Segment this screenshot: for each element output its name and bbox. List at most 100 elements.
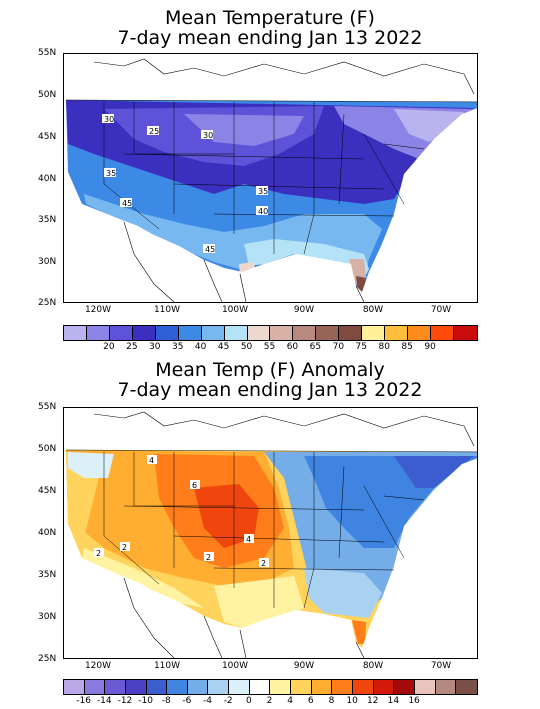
colorbar-swatch — [105, 680, 126, 694]
ocean-mask-south — [64, 108, 477, 302]
canada-mask — [64, 54, 477, 102]
colorbar-label: 45 — [217, 342, 230, 352]
colorbar-swatch — [167, 680, 188, 694]
panel1-lat-label: 25N — [38, 298, 57, 308]
colorbar-swatch — [435, 680, 457, 694]
panel2-lat-label: 45N — [38, 486, 57, 496]
contour-label: 30 — [203, 131, 213, 140]
colorbar-swatch — [453, 326, 477, 340]
colorbar-swatch — [394, 680, 415, 694]
temp-band-55 — [244, 239, 369, 286]
colorbar-label: 25 — [126, 342, 138, 352]
panel2-title-line2: 7-day mean ending Jan 13 2022 — [117, 379, 423, 401]
panel1-lat-label: 35N — [38, 215, 57, 225]
panel1-map: 30 25 30 35 45 35 40 45 — [63, 53, 478, 303]
colorbar-label: 60 — [286, 342, 299, 352]
colorbar-swatch — [64, 326, 87, 340]
colorbar-label: 8 — [328, 696, 335, 706]
colorbar-label: -4 — [203, 696, 213, 706]
panel1-lat-label: 55N — [38, 48, 57, 58]
colorbar-label: 12 — [367, 696, 379, 706]
anomaly-sw-mild — [82, 548, 204, 608]
temp-band-ne-light — [394, 109, 464, 142]
panel1-colorbar — [63, 325, 478, 341]
colorbar-swatch — [178, 326, 202, 340]
colorbar-swatch — [385, 326, 409, 340]
colorbar-swatch — [125, 680, 147, 694]
panel2-lon-label: 70W — [430, 661, 452, 671]
colorbar-label: 20 — [103, 342, 115, 352]
anomaly-hot-core — [194, 484, 259, 548]
contour-label: 35 — [106, 169, 116, 178]
contour-label: 2 — [261, 559, 266, 568]
panel2-lon-label: 110W — [153, 661, 181, 671]
colorbar-swatch — [270, 680, 292, 694]
panel2-lon-label: 120W — [84, 661, 112, 671]
colorbar-label: 10 — [346, 696, 358, 706]
colorbar-label: -10 — [138, 696, 153, 706]
panel2-lat-label: 30N — [38, 612, 57, 622]
panel1-lat-label: 45N — [38, 132, 57, 142]
colorbar-label: 55 — [263, 342, 276, 352]
panel2-colorbar — [63, 679, 478, 695]
panel1-lon-label: 100W — [221, 305, 249, 315]
contour-label: 25 — [149, 127, 159, 136]
colorbar-label: -6 — [182, 696, 192, 706]
panel2-lat-label: 25N — [38, 654, 57, 664]
panel2-lon-label: 90W — [293, 661, 315, 671]
colorbar-swatch — [249, 680, 271, 694]
panel2-lon-label: 100W — [221, 661, 249, 671]
colorbar-label: 65 — [309, 342, 322, 352]
colorbar-swatch — [84, 680, 106, 694]
colorbar-swatch — [339, 326, 363, 340]
colorbar-swatch — [109, 326, 133, 340]
contour-label: 35 — [258, 187, 268, 196]
colorbar-swatch — [352, 680, 374, 694]
colorbar-label: 75 — [355, 342, 367, 352]
canada-mask — [64, 408, 477, 452]
contour-label: 2 — [96, 549, 101, 558]
colorbar-swatch — [270, 326, 294, 340]
colorbar-label: 80 — [378, 342, 390, 352]
colorbar-swatch — [247, 326, 271, 340]
colorbar-swatch — [332, 680, 353, 694]
colorbar-label: 70 — [332, 342, 345, 352]
panel2-lat-label: 50N — [38, 444, 57, 454]
colorbar-swatch — [408, 326, 431, 340]
colorbar-swatch — [373, 680, 395, 694]
panel1-lon-label: 120W — [84, 305, 112, 315]
contour-label: 4 — [246, 535, 251, 544]
panel2-lat-label: 35N — [38, 570, 57, 580]
panel1-lon-label: 110W — [153, 305, 181, 315]
panel1-lon-label: 70W — [430, 305, 452, 315]
colorbar-label: -12 — [117, 696, 133, 706]
panel1-map-svg: 30 25 30 35 45 35 40 45 — [64, 54, 477, 302]
panel2-title-line1: Mean Temp (F) Anomaly — [155, 359, 385, 381]
colorbar-label: 90 — [424, 342, 436, 352]
anomaly-fl-warm — [352, 620, 366, 644]
colorbar-swatch — [414, 680, 436, 694]
colorbar-swatch — [311, 680, 333, 694]
colorbar-label: -16 — [76, 696, 91, 706]
colorbar-swatch — [224, 326, 248, 340]
panel1-lat-label: 30N — [38, 257, 57, 267]
panel2-lat-label: 40N — [38, 528, 57, 538]
colorbar-swatch — [362, 326, 386, 340]
colorbar-label: -2 — [223, 696, 233, 706]
colorbar-label: 35 — [171, 342, 184, 352]
colorbar-swatch — [64, 680, 85, 694]
panel2-map: 4 6 2 4 2 2 2 — [63, 407, 478, 659]
colorbar-swatch — [316, 326, 340, 340]
contour-label: 6 — [192, 481, 197, 490]
colorbar-label: 50 — [240, 342, 253, 352]
colorbar-swatch — [187, 680, 209, 694]
panel1-lon-label: 90W — [293, 305, 315, 315]
colorbar-label: 0 — [245, 696, 252, 706]
panel1-lon-label: 80W — [362, 305, 384, 315]
colorbar-swatch — [456, 680, 477, 694]
temp-band-45 — [84, 194, 382, 286]
panel1-lat-label: 50N — [38, 90, 57, 100]
anomaly-se-cool — [304, 568, 382, 618]
panel1-lat-label: 40N — [38, 174, 57, 184]
panel2-contour-labels: 4 6 2 4 2 2 2 — [94, 455, 269, 568]
